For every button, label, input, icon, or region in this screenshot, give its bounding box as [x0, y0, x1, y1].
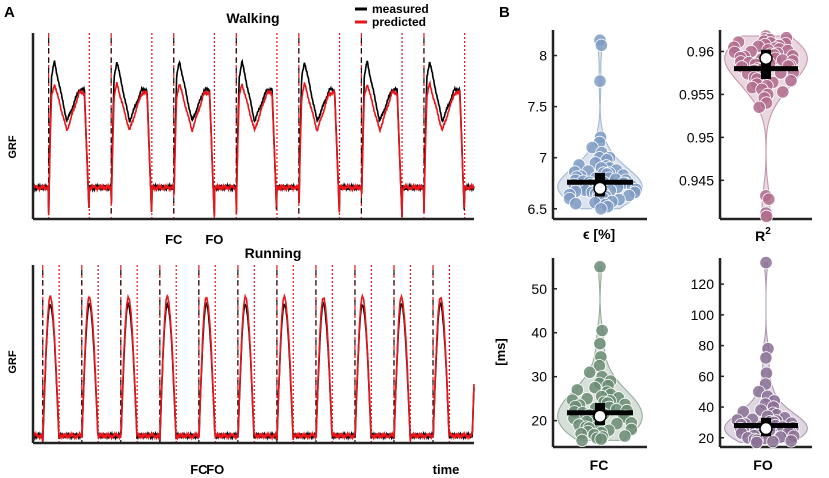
- data-point: [593, 260, 607, 274]
- data-point: [784, 434, 798, 448]
- violin-fc: 20 30 40 50: [531, 258, 647, 449]
- running-fc-label: FC: [190, 462, 208, 477]
- data-point: [594, 432, 608, 446]
- running-fo-label: FO: [206, 462, 224, 477]
- y-tick-label: 40: [531, 325, 547, 341]
- y-tick-label: 30: [531, 369, 547, 385]
- median-marker: [759, 51, 773, 66]
- y-tick-label: 7.5: [528, 99, 548, 115]
- median-marker: [593, 181, 607, 196]
- walking-fo-label: FO: [205, 232, 223, 247]
- series-predicted: [32, 293, 475, 442]
- data-point: [593, 74, 607, 88]
- data-point: [776, 85, 790, 99]
- y-tick-label: 100: [691, 307, 715, 323]
- y-tick-label: 0.955: [679, 86, 714, 102]
- violin-r2-label: R2: [755, 226, 771, 244]
- data-point: [594, 202, 608, 216]
- walking-plot: Walking GRF FC FO: [7, 10, 475, 247]
- y-tick-label: 0.945: [679, 172, 714, 188]
- walking-fc-label: FC: [165, 232, 183, 247]
- data-point: [759, 351, 773, 365]
- y-tick-label: 50: [531, 281, 547, 297]
- data-point: [759, 255, 773, 270]
- median-marker: [593, 409, 607, 423]
- violin-fc-label: FC: [590, 457, 609, 473]
- data-point: [569, 197, 583, 211]
- running-plot: Running GRF FC FO time: [7, 245, 475, 477]
- violin-fo: 20 40 60 80 100 120: [691, 255, 812, 449]
- data-point: [759, 209, 774, 223]
- legend-predicted-label: predicted: [372, 15, 426, 29]
- data-point: [766, 434, 780, 449]
- data-point: [583, 365, 597, 379]
- y-tick-label: 0.96: [687, 43, 714, 59]
- data-point: [593, 337, 607, 351]
- panel-label-a: A: [4, 4, 15, 21]
- running-title: Running: [245, 245, 302, 261]
- running-time-label: time: [433, 462, 460, 477]
- y-tick-label: 20: [531, 413, 547, 429]
- violin-epsilon: 6.5 7 7.5 8: [528, 30, 647, 221]
- data-point: [594, 38, 609, 52]
- y-tick-label: 20: [698, 430, 714, 446]
- data-point: [752, 100, 766, 114]
- median-marker: [759, 421, 773, 436]
- series-measured: [32, 58, 475, 217]
- series-predicted: [32, 80, 475, 217]
- violin-ms-y-label: [ms]: [493, 338, 508, 365]
- data-point: [618, 429, 632, 443]
- legend: measured predicted: [355, 2, 429, 29]
- y-tick-label: 6.5: [528, 201, 548, 217]
- y-tick-label: 80: [698, 338, 714, 354]
- y-tick-label: 7: [539, 150, 547, 166]
- walking-y-label: GRF: [7, 135, 19, 159]
- walking-curves: [32, 58, 475, 217]
- data-point: [762, 192, 776, 206]
- y-tick-label: 8: [539, 48, 547, 64]
- panel-label-b: B: [499, 4, 510, 21]
- data-point: [784, 74, 798, 88]
- running-y-label: GRF: [7, 350, 19, 374]
- y-tick-label: 40: [698, 399, 714, 415]
- legend-measured-label: measured: [372, 2, 429, 16]
- violin-epsilon-label: ϵ [%]: [583, 226, 615, 242]
- data-point: [588, 381, 602, 395]
- violin-r2: 0.945 0.95 0.955 0.96: [679, 29, 812, 223]
- running-curves: [32, 293, 475, 443]
- data-point: [595, 323, 609, 338]
- running-event-lines: [42, 265, 451, 443]
- y-tick-label: 0.95: [687, 129, 714, 145]
- walking-title: Walking: [226, 10, 279, 26]
- violin-fo-label: FO: [753, 457, 773, 473]
- data-point: [575, 433, 589, 447]
- data-point: [750, 435, 764, 449]
- y-tick-label: 60: [698, 368, 714, 384]
- y-tick-label: 120: [691, 276, 715, 292]
